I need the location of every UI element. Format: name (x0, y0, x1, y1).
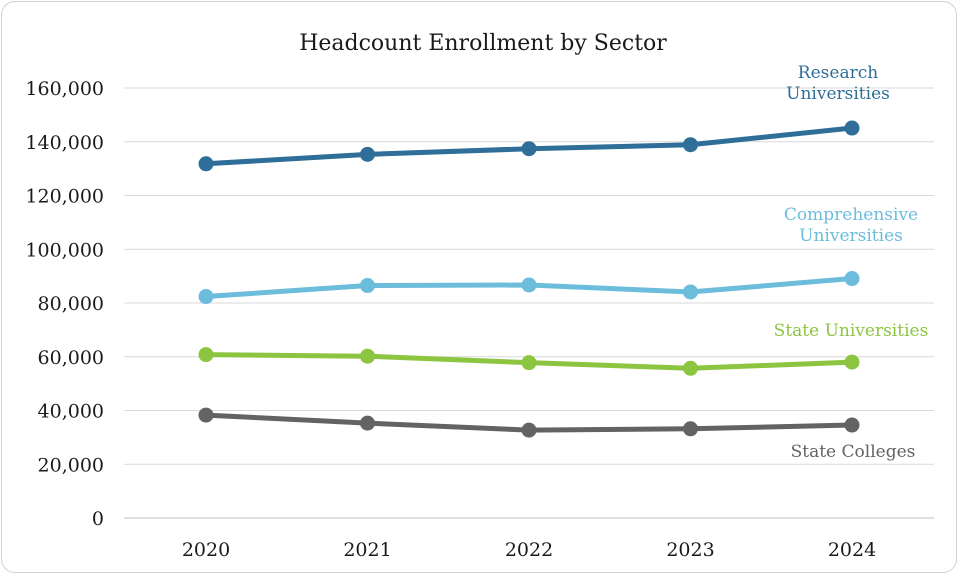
x-tick-label: 2023 (666, 539, 714, 561)
data-point (683, 360, 698, 376)
y-tick-label: 60,000 (38, 347, 104, 369)
data-point (683, 137, 698, 153)
series-label: Universities (786, 84, 890, 104)
data-point (360, 278, 375, 294)
x-tick-label: 2020 (182, 539, 230, 561)
data-point (844, 417, 860, 433)
y-tick-label: 160,000 (25, 78, 104, 100)
y-tick-label: 0 (92, 508, 104, 530)
x-tick-label: 2022 (505, 539, 553, 561)
data-point (198, 347, 214, 363)
y-tick-label: 20,000 (38, 454, 104, 476)
series-comprehensive-universities (198, 271, 860, 305)
y-tick-label: 100,000 (25, 239, 104, 261)
y-tick-label: 120,000 (25, 186, 104, 208)
series-research-universities (198, 120, 860, 172)
data-point (844, 354, 860, 370)
data-point (360, 146, 375, 162)
data-point (198, 289, 214, 305)
y-tick-label: 40,000 (38, 401, 104, 423)
x-tick-label: 2021 (343, 539, 391, 561)
data-point (198, 156, 214, 172)
data-point (683, 421, 698, 437)
series-group (198, 120, 860, 438)
series-state-colleges (198, 407, 860, 438)
data-point (521, 422, 537, 438)
series-label: State Colleges (791, 442, 916, 462)
series-state-universities (198, 347, 860, 376)
x-tick-label: 2024 (828, 539, 876, 561)
data-point (844, 271, 860, 287)
series-label: Research (798, 63, 878, 83)
data-point (683, 284, 698, 300)
data-point (360, 415, 375, 431)
data-point (521, 141, 537, 157)
data-point (198, 407, 214, 423)
data-point (844, 120, 860, 136)
data-point (521, 355, 537, 371)
chart-title: Headcount Enrollment by Sector (299, 31, 667, 56)
data-point (360, 348, 375, 364)
y-tick-label: 140,000 (25, 132, 104, 154)
data-point (521, 277, 537, 293)
series-labels: ResearchUniversitiesComprehensiveUnivers… (774, 63, 929, 462)
gridlines (124, 87, 934, 519)
y-tick-label: 80,000 (38, 293, 104, 315)
series-label: State Universities (774, 321, 929, 341)
series-label: Universities (799, 226, 903, 246)
x-axis-ticks: 2020 2021 2022 2023 2024 (182, 539, 876, 561)
y-axis-ticks: 0 20,000 40,000 60,000 80,000 100,000 120,000 1… (25, 78, 104, 530)
series-label: Comprehensive (784, 205, 918, 225)
